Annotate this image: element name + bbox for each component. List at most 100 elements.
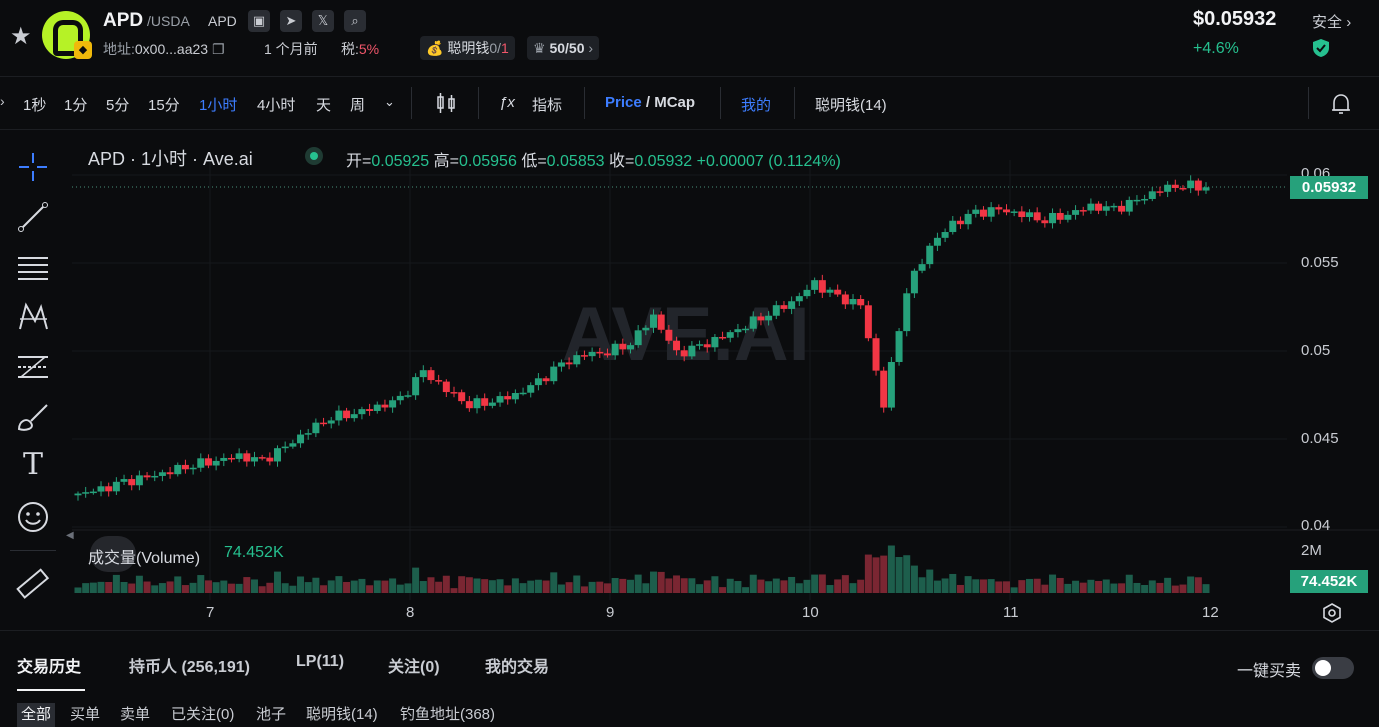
chevron-down-icon[interactable]: ⌄ — [384, 94, 395, 109]
candle-body — [396, 395, 404, 401]
search-icon[interactable]: ⌕ — [344, 10, 366, 32]
volume-bar — [488, 580, 496, 593]
volume-bar — [312, 577, 320, 593]
candle-body — [166, 472, 174, 475]
filter-all[interactable]: 全部 — [17, 703, 56, 727]
telegram-icon[interactable]: ➤ — [280, 10, 302, 32]
filter-pool[interactable]: 池子 — [256, 706, 287, 723]
my-trades-toggle[interactable]: 我的 — [741, 97, 772, 114]
smart-money-pill[interactable]: 💰 聪明钱0/1 — [420, 36, 515, 60]
candle-body — [534, 378, 542, 386]
interval-5m[interactable]: 5分 — [106, 97, 130, 114]
candle-body — [987, 207, 995, 217]
price-option[interactable]: Price — [605, 94, 642, 111]
copy-icon[interactable]: ❐ — [211, 41, 225, 57]
safety-link[interactable]: 安全 › — [1312, 11, 1351, 32]
x-twitter-icon[interactable]: 𝕏 — [312, 10, 334, 32]
indicators-button[interactable]: 指标 — [532, 97, 563, 114]
favorite-star-icon[interactable]: ★ — [10, 23, 32, 50]
money-bag-icon: 💰 — [426, 40, 444, 56]
filter-followed[interactable]: 已关注(0) — [171, 706, 235, 723]
candle-body — [657, 314, 665, 330]
open-value: 0.05925 — [371, 153, 430, 170]
price-chart[interactable]: AVE.AI — [72, 130, 1379, 630]
smart-money-toggle[interactable]: 聪明钱(14) — [815, 97, 887, 114]
website-icon[interactable]: ▣ — [248, 10, 270, 32]
candle-body — [611, 343, 619, 356]
candle-body — [481, 398, 489, 406]
pane-expand-icon[interactable]: ◀ — [66, 530, 74, 541]
volume-bar — [964, 576, 972, 593]
crosshair-icon[interactable] — [15, 149, 51, 185]
candle-body — [435, 380, 443, 382]
tab-trade-history[interactable]: 交易历史 — [17, 659, 82, 676]
chart-watermark: AVE.AI — [562, 292, 810, 377]
volume-bar — [550, 572, 558, 593]
interval-15m[interactable]: 15分 — [148, 97, 180, 114]
volume-bar — [1194, 577, 1202, 593]
tab-my-trades[interactable]: 我的交易 — [485, 659, 550, 676]
candle-body — [857, 299, 865, 306]
emoji-icon[interactable] — [15, 499, 51, 535]
tab-holders[interactable]: 持币人 (256,191) — [129, 659, 250, 676]
interval-1d[interactable]: 天 — [316, 97, 332, 114]
mcap-option[interactable]: / MCap — [645, 94, 696, 111]
token-header: ★ ◆ APD /USDA APD ▣ ➤ 𝕏 ⌕ 地址:0x00...aa23… — [0, 0, 1379, 76]
tab-lp[interactable]: LP(11) — [296, 653, 345, 670]
fib-retracement-icon[interactable] — [15, 349, 51, 385]
y-tick: 0.045 — [1301, 430, 1339, 447]
low-label: 低= — [521, 153, 547, 170]
candle-body — [1010, 211, 1018, 213]
candle-body — [243, 453, 251, 462]
volume-bar — [979, 579, 987, 593]
pattern-tool-icon[interactable] — [15, 299, 51, 335]
price-mcap-toggle[interactable]: Price / MCap — [605, 94, 695, 111]
candle-body — [780, 305, 788, 309]
live-status-dot[interactable] — [305, 147, 323, 165]
interval-1m[interactable]: 1分 — [64, 97, 88, 114]
one-click-trade-toggle[interactable] — [1312, 657, 1354, 679]
candle-body — [1148, 191, 1156, 199]
function-fx-icon[interactable]: ƒx — [499, 94, 515, 111]
volume-collapse-button[interactable] — [90, 536, 136, 572]
volume-bar — [864, 554, 872, 593]
ruler-icon[interactable] — [15, 566, 51, 602]
candle-body — [1202, 187, 1210, 191]
interval-1w[interactable]: 周 — [350, 97, 366, 114]
contract-address[interactable]: 地址:0x00...aa23 ❐ — [103, 39, 225, 59]
volume-bar — [619, 578, 627, 593]
candle-body — [151, 475, 159, 478]
interval-1h[interactable]: 1小时 — [199, 97, 238, 114]
one-click-trade-label: 一键买卖 — [1237, 663, 1302, 680]
filter-phishing[interactable]: 钓鱼地址(368) — [400, 706, 496, 723]
brush-icon[interactable] — [15, 399, 51, 435]
tab-watch[interactable]: 关注(0) — [388, 659, 440, 676]
chart-settings-icon[interactable] — [1322, 603, 1342, 623]
volume-bar — [795, 583, 803, 593]
volume-bar — [650, 571, 658, 593]
interval-4h[interactable]: 4小时 — [257, 97, 296, 114]
candlestick-chart[interactable]: AVE.AI — [72, 130, 1379, 630]
filter-buy[interactable]: 买单 — [70, 706, 101, 723]
tool-divider — [10, 550, 56, 551]
volume-bar — [841, 575, 849, 593]
collapse-arrow-icon[interactable]: › — [0, 93, 5, 109]
volume-bar — [504, 585, 512, 593]
candle-body — [1033, 212, 1041, 221]
text-tool-icon[interactable]: T — [22, 447, 43, 482]
filter-sell[interactable]: 卖单 — [120, 706, 151, 723]
volume-bar — [765, 581, 773, 593]
candle-body — [1095, 203, 1103, 211]
interval-1s[interactable]: 1秒 — [23, 97, 47, 114]
filter-smart-money[interactable]: 聪明钱(14) — [306, 706, 378, 723]
trend-line-icon[interactable] — [15, 199, 51, 235]
shield-check-icon — [1313, 39, 1329, 57]
volume-bar — [350, 580, 358, 593]
horizontal-lines-icon[interactable] — [15, 249, 51, 285]
bell-alert-icon[interactable] — [1328, 91, 1354, 117]
candle-body — [1079, 210, 1087, 212]
holders-ratio-pill[interactable]: ♛ 50/50 › — [527, 36, 600, 60]
volume-bar — [496, 579, 504, 593]
candlestick-type-icon[interactable] — [434, 91, 458, 115]
candle-body — [212, 460, 220, 466]
